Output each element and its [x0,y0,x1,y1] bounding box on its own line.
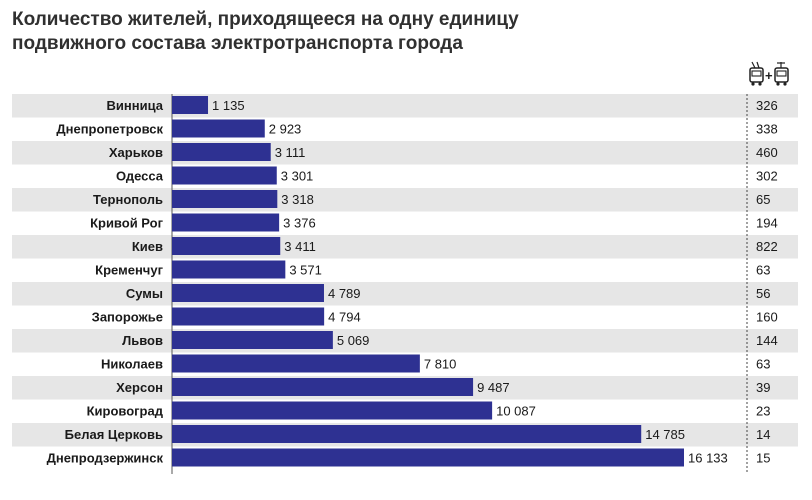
bar [172,143,271,161]
unit-count: 56 [756,286,770,301]
chart-title: Количество жителей, приходящееся на одну… [12,8,732,56]
unit-count: 63 [756,357,770,372]
chart-title-line-1: Количество жителей, приходящееся на одну… [12,9,519,30]
value-label: 1 135 [212,98,245,113]
bar [172,284,324,302]
unit-count: 460 [756,145,778,160]
category-label: Винница [107,98,164,113]
bar [172,425,642,443]
unit-count: 23 [756,404,770,419]
category-label: Кировоград [87,404,164,419]
category-labels: Винница Днепропетровск Харьков Одесса Терноп… [47,98,164,466]
value-label: 16 133 [688,451,728,466]
unit-count: 15 [756,451,770,466]
value-label: 7 810 [424,357,457,372]
category-label: Одесса [116,169,164,184]
category-label: Запорожье [92,310,163,325]
row-stripe [12,94,798,118]
unit-count: 326 [756,98,778,113]
bar [172,354,420,373]
value-label: 2 923 [269,122,302,137]
category-label: Киев [132,239,163,254]
bar [172,166,277,185]
value-label: 3 376 [283,216,316,231]
category-label: Сумы [126,286,163,301]
bar [172,237,281,255]
bar [172,401,493,420]
unit-count: 338 [756,122,778,137]
value-label: 3 301 [281,169,314,184]
value-label: 3 571 [289,263,322,278]
unit-count: 822 [756,239,778,254]
bar [172,213,280,232]
row-stripe [12,235,798,259]
category-label: Кривой Рог [90,216,164,231]
value-labels: 1 135 2 923 3 111 3 301 3 318 3 376 3 411 3 571… [212,98,728,466]
value-label: 10 087 [496,404,536,419]
category-label: Днепропетровск [56,122,163,137]
bar [172,190,278,208]
category-label: Тернополь [93,192,163,207]
bar [172,119,265,138]
svg-text:+: + [765,68,773,83]
bar [172,331,333,349]
unit-count: 14 [756,427,770,442]
unit-count: 39 [756,380,770,395]
value-label: 5 069 [337,333,370,348]
bar [172,260,286,279]
unit-counts: 326 338 460 302 65 194 822 63 56 160 144 63 39 23 14 15 [756,98,778,466]
bar [172,378,474,396]
value-label: 3 111 [275,145,306,160]
value-label: 4 789 [328,286,361,301]
category-label: Кременчуг [95,263,163,278]
unit-count: 63 [756,263,770,278]
value-label: 4 794 [328,310,361,325]
value-label: 3 411 [284,239,316,254]
bar [172,307,325,326]
trolleybus-plus-tram-icon: + [749,61,789,86]
unit-count: 194 [756,216,778,231]
unit-count: 160 [756,310,778,325]
category-label: Николаев [101,357,163,372]
chart-title-line-2: подвижного состава электротранспорта гор… [12,33,463,54]
bars [172,96,684,467]
category-label: Львов [122,333,163,348]
value-label: 9 487 [477,380,510,395]
unit-count: 65 [756,192,770,207]
category-label: Херсон [116,380,163,395]
unit-count: 144 [756,333,778,348]
category-label: Белая Церковь [65,427,163,442]
bar [172,448,684,467]
category-label: Днепродзержинск [47,451,164,466]
category-label: Харьков [109,145,163,160]
value-label: 3 318 [281,192,314,207]
value-label: 14 785 [645,427,685,442]
unit-count: 302 [756,169,778,184]
bar [172,96,209,114]
